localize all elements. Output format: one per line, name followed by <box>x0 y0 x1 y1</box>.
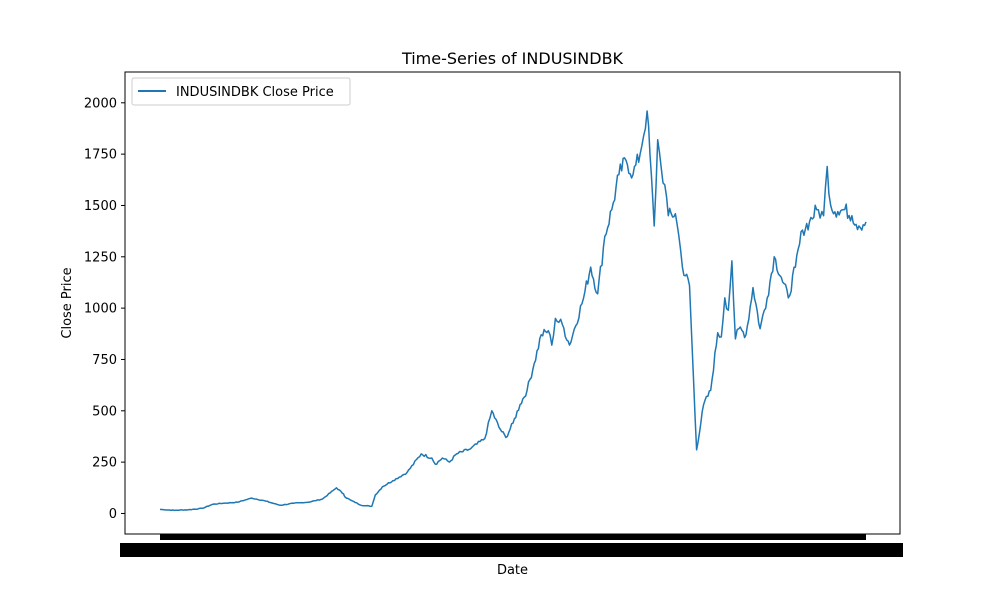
y-tick-label: 1000 <box>84 302 117 317</box>
y-axis-label: Close Price <box>60 267 75 338</box>
y-tick-label: 1500 <box>84 199 117 214</box>
y-tick-label: 250 <box>92 456 117 471</box>
x-tick-label-overlap <box>120 534 903 557</box>
chart-title: Time-Series of INDUSINDBK <box>401 49 624 68</box>
y-axis-ticks: 0 250 500 750 1000 1250 1500 1750 2000 <box>84 96 125 522</box>
series-group <box>159 110 867 512</box>
x-tick-labels-overlapping <box>120 543 903 557</box>
plot-background <box>125 72 900 534</box>
legend-box <box>131 77 351 106</box>
y-tick-label: 0 <box>109 507 117 522</box>
y-tick-label: 2000 <box>84 96 117 111</box>
y-tick-label: 750 <box>92 353 117 368</box>
y-tick-label: 500 <box>92 404 117 419</box>
legend: INDUSINDBK Close Price <box>131 77 351 106</box>
plot-frame <box>124 71 901 535</box>
y-tick-label: 1250 <box>84 250 117 265</box>
legend-label: INDUSINDBK Close Price <box>176 85 334 100</box>
y-tick-label: 1750 <box>84 148 117 163</box>
x-tick-marks-dense <box>160 534 866 540</box>
series-line-indusindbk-close-price <box>159 110 867 512</box>
x-axis-label: Date <box>497 563 528 578</box>
